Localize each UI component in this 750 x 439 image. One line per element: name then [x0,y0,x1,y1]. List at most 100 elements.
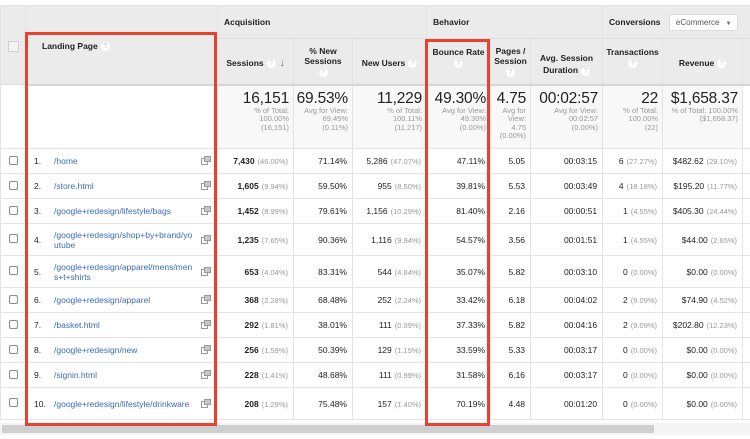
sessions-value: 292 [244,320,259,330]
totals-transactions-abs: (22) [644,122,659,132]
landing-page-link[interactable]: /store.html [54,181,94,192]
new-users-header[interactable]: New Users? [351,38,428,86]
transactions-cell: 0 (0.00%) [602,362,664,388]
bounce-rate-cell: 39.81% [426,173,492,199]
row-checkbox[interactable] [8,319,18,329]
revenue-pct: (4.52%) [710,296,738,305]
landing-page-header[interactable]: Landing Page? [25,5,218,86]
row-checkbox[interactable] [8,205,18,215]
landing-page-link[interactable]: /google+redesign/lifestyle/bags [54,206,171,217]
row-checkbox[interactable] [8,234,18,243]
pages-session-cell: 5.33 [490,337,532,363]
landing-page-link[interactable]: /google+redesign/apparel [54,295,151,306]
totals-bounce-rate-diff: (0.00%) [459,122,487,132]
revenue-pct: (12.23%) [706,321,738,330]
totals-pages-session-diff: (0.00%) [499,131,527,140]
new-sessions-value: 68.48% [318,295,347,305]
avg-duration-cell: 00:03:49 [530,173,604,199]
open-page-icon[interactable] [201,206,211,215]
transactions-pct: (9.09%) [630,296,658,305]
sessions-header[interactable]: Sessions? ↓ [217,38,294,86]
header-spacer [742,38,750,86]
row-checkbox[interactable] [8,266,18,275]
horizontal-scrollbar-thumb[interactable] [2,425,654,433]
transactions-header[interactable]: Transactions ? [602,38,664,86]
new-sessions-cell: 83.31% [293,255,353,288]
landing-page-link[interactable]: /home [54,156,78,167]
help-icon[interactable]: ? [628,59,638,68]
revenue-cell: $44.00 (2.65%) [662,223,744,256]
avg-session-duration-header[interactable]: Avg. Session Duration? [530,38,604,86]
revenue-value: $405.30 [672,206,704,216]
help-icon[interactable]: ? [100,42,110,52]
open-page-icon[interactable] [201,370,211,379]
help-icon[interactable]: ? [454,59,464,68]
open-page-icon[interactable] [201,234,211,244]
landing-page-cell: 6. /google+redesign/apparel [25,287,218,313]
transactions-pct: (18.18%) [626,182,658,191]
revenue-pct: (24.44%) [706,207,738,216]
new-users-pct: (0.99%) [394,321,422,330]
row-checkbox[interactable] [8,398,18,407]
transactions-value: 0 [623,345,628,355]
open-page-icon[interactable] [201,345,211,354]
avg-duration-value: 00:03:17 [563,345,598,355]
pages-session-cell: 4.48 [490,387,532,420]
row-checkbox-cell [0,387,26,420]
row-checkbox[interactable] [8,294,18,304]
help-icon[interactable]: ? [318,67,328,77]
open-page-icon[interactable] [201,320,211,329]
row-spacer [742,255,750,288]
row-checkbox[interactable] [8,369,18,379]
new-sessions-header-line2: Sessions [304,55,342,66]
open-page-icon[interactable] [201,266,211,276]
new-users-value: 1,116 [371,234,392,245]
landing-page-link[interactable]: /google+redesign/new [54,345,138,356]
row-number: 5. [34,266,42,277]
row-checkbox[interactable] [8,155,18,165]
sessions-pct: (4.04%) [261,267,288,277]
bounce-rate-cell: 47.11% [426,148,492,174]
sort-descending-icon[interactable]: ↓ [279,57,285,69]
open-page-icon[interactable] [201,156,211,165]
select-all-checkbox[interactable] [7,40,19,52]
landing-page-link[interactable]: /google+redesign/shop+by+brand/youtube [54,229,193,250]
open-page-icon[interactable] [201,398,211,408]
open-page-icon[interactable] [201,295,211,304]
transactions-cell: 0 (0.00%) [602,255,664,288]
help-icon[interactable]: ? [266,59,276,69]
landing-page-link[interactable]: /signin.html [54,370,97,381]
conversions-goal-select[interactable]: eCommerce ▼ [668,13,739,31]
help-icon[interactable]: ? [581,66,591,76]
row-checkbox-cell [0,312,26,338]
sessions-pct: (1.29%) [261,399,288,409]
transactions-value: 1 [623,206,628,216]
row-checkbox[interactable] [8,180,18,190]
totals-checkbox-cell [0,84,26,149]
totals-new-sessions-diff: (0.11%) [322,122,348,132]
new-sessions-header[interactable]: % New Sessions ? [293,38,353,86]
table-row: 10./google+redesign/lifestyle/drinkware … [0,387,750,420]
help-icon[interactable]: ? [408,59,418,69]
landing-page-link[interactable]: /google+redesign/lifestyle/drinkware [54,398,190,409]
landing-page-link[interactable]: /basket.html [54,320,100,331]
totals-new-sessions-avg: 69.45% [322,114,348,123]
new-users-pct: (47.07%) [390,157,422,166]
pages-per-session-header[interactable]: Pages / Session ? [490,38,532,86]
bounce-rate-header[interactable]: Bounce Rate ? [426,38,492,86]
revenue-cell: $202.80 (12.23%) [662,312,744,338]
help-icon[interactable]: ? [717,59,727,69]
transactions-value: 0 [623,266,628,277]
help-icon[interactable]: ? [506,67,516,77]
revenue-header[interactable]: Revenue? [662,38,744,86]
open-page-icon[interactable] [201,181,211,190]
row-number: 10. [34,398,46,409]
transactions-value: 2 [623,320,628,330]
row-checkbox[interactable] [8,344,18,354]
table-row: 5. /google+redesign/apparel/mens/mens+t+s… [0,255,750,288]
row-spacer [742,312,750,338]
sessions-cell: 1,452 (8.99%) [217,198,294,224]
landing-page-link[interactable]: /google+redesign/apparel/mens/mens+t+shi… [54,261,193,282]
avg-duration-value: 00:03:10 [563,266,598,277]
new-sessions-cell: 75.48% [293,387,353,420]
